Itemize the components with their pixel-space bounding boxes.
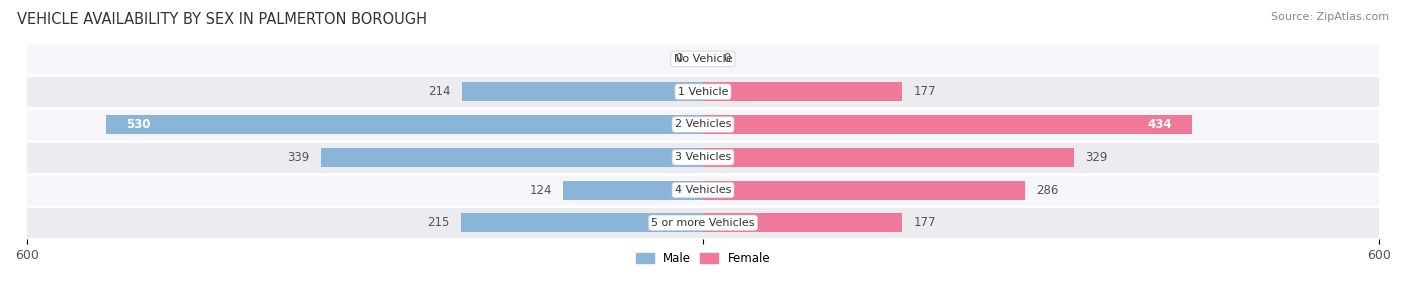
Text: 214: 214 xyxy=(427,85,450,98)
Text: No Vehicle: No Vehicle xyxy=(673,54,733,64)
Bar xyxy=(27,75,1379,108)
Text: 3 Vehicles: 3 Vehicles xyxy=(675,152,731,162)
Bar xyxy=(27,108,1379,141)
Bar xyxy=(321,148,703,167)
Text: 434: 434 xyxy=(1147,118,1171,131)
Bar xyxy=(703,213,903,232)
Text: 2 Vehicles: 2 Vehicles xyxy=(675,119,731,129)
Bar xyxy=(703,115,1192,134)
Text: 1 Vehicle: 1 Vehicle xyxy=(678,87,728,97)
Legend: Male, Female: Male, Female xyxy=(633,248,773,269)
Text: 4 Vehicles: 4 Vehicles xyxy=(675,185,731,195)
Text: VEHICLE AVAILABILITY BY SEX IN PALMERTON BOROUGH: VEHICLE AVAILABILITY BY SEX IN PALMERTON… xyxy=(17,12,427,27)
Text: 5 or more Vehicles: 5 or more Vehicles xyxy=(651,218,755,228)
Text: 177: 177 xyxy=(914,216,936,229)
Text: 124: 124 xyxy=(530,184,553,196)
Text: 339: 339 xyxy=(287,151,309,164)
Bar xyxy=(27,174,1379,207)
Text: 0: 0 xyxy=(723,52,731,65)
Bar xyxy=(27,207,1379,239)
Text: Source: ZipAtlas.com: Source: ZipAtlas.com xyxy=(1271,12,1389,22)
Text: 177: 177 xyxy=(914,85,936,98)
Bar xyxy=(27,43,1379,75)
Bar xyxy=(703,181,1025,200)
Text: 0: 0 xyxy=(675,52,683,65)
Bar xyxy=(463,82,703,101)
Bar xyxy=(703,148,1074,167)
Text: 286: 286 xyxy=(1036,184,1059,196)
Bar xyxy=(27,141,1379,174)
Text: 215: 215 xyxy=(427,216,450,229)
Bar xyxy=(564,181,703,200)
Bar xyxy=(461,213,703,232)
Text: 530: 530 xyxy=(127,118,150,131)
Bar xyxy=(703,82,903,101)
Bar xyxy=(105,115,703,134)
Text: 329: 329 xyxy=(1085,151,1108,164)
